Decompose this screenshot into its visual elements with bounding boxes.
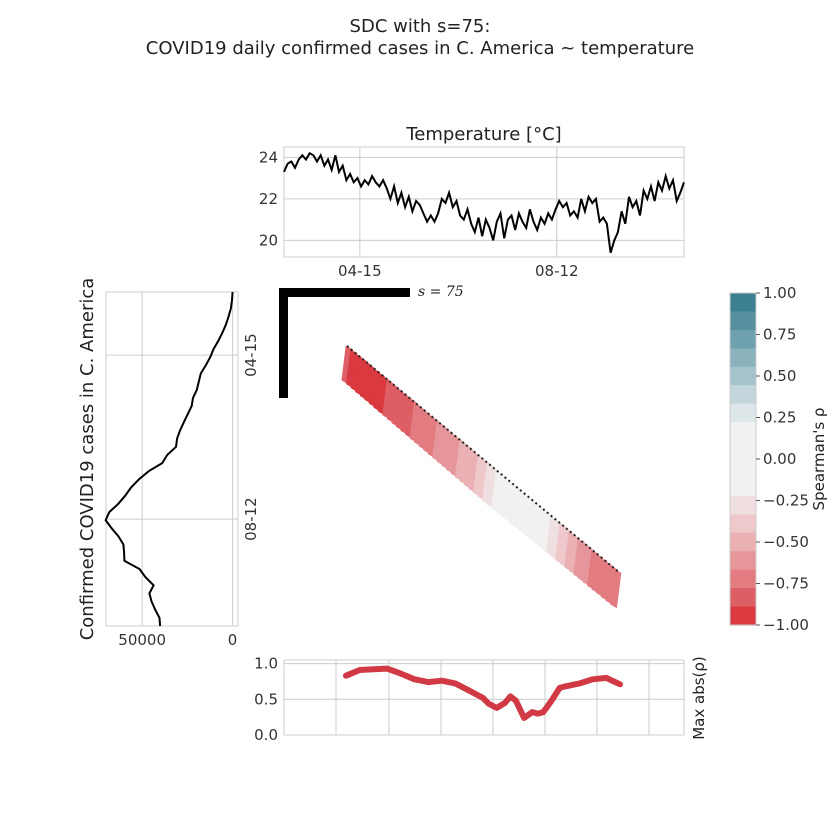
colorbar-cell (730, 311, 756, 331)
colorbar-cell (730, 477, 756, 497)
max-abs-ylabel: Max abs(ρ) (690, 656, 708, 740)
s-indicator-vertical-bar (279, 288, 288, 398)
colorbar-cell (730, 366, 756, 386)
cases-xtick-label: 0 (228, 631, 238, 649)
temperature-xtick-label: 08-12 (535, 262, 579, 280)
max-abs-chart: 0.0 0.5 1.0 Max abs(ρ) (254, 655, 708, 744)
figure-title-line1: SDC with s=75: (350, 16, 491, 37)
colorbar-tick-label: −0.50 (763, 533, 809, 551)
sdc-heatmap: s = 75 (279, 284, 622, 609)
temperature-ytick-label: 24 (259, 148, 278, 166)
colorbar-cell (730, 440, 756, 460)
cases-ylabel: Confirmed COVID19 cases in C. America (77, 278, 98, 641)
temperature-title: Temperature [°C] (405, 124, 561, 145)
s-indicator-horizontal-bar (279, 288, 410, 297)
colorbar-cell (730, 532, 756, 552)
max-abs-ytick-label: 0.5 (254, 690, 278, 708)
cases-chart: 50000 0 04-15 08-12 Confirmed COVID19 cases… (77, 278, 260, 649)
cases-ytick-label: 08-12 (242, 497, 260, 541)
colorbar-tick-label: 1.00 (763, 284, 796, 302)
temperature-axes-frame (283, 146, 685, 258)
colorbar-cell (730, 588, 756, 608)
colorbar-cell (730, 403, 756, 423)
figure-title-line2: COVID19 daily confirmed cases in C. Amer… (146, 38, 694, 59)
colorbar-tick-label: 0.00 (763, 450, 796, 468)
colorbar-label: Spearman's ρ (810, 408, 828, 511)
temperature-xtick-label: 04-15 (338, 262, 382, 280)
colorbar-cell (730, 329, 756, 349)
colorbar-cell (730, 551, 756, 571)
colorbar-cell (730, 495, 756, 515)
colorbar-cell (730, 422, 756, 442)
cases-axes-frame (105, 291, 239, 627)
diagonal-dotted-line (346, 345, 621, 574)
correlation-band (341, 345, 622, 609)
s-indicator-label: s = 75 (418, 284, 464, 300)
colorbar-cell (730, 569, 756, 589)
colorbar-tick-label: 0.75 (763, 326, 796, 344)
colorbar-tick-label: 0.50 (763, 367, 796, 385)
colorbar-tick-label: 0.25 (763, 409, 796, 427)
temperature-ytick-label: 20 (259, 231, 278, 249)
colorbar-cell (730, 459, 756, 479)
cases-ytick-label: 04-15 (242, 333, 260, 377)
colorbar-cell (730, 348, 756, 368)
colorbar-tick-label: −0.25 (763, 492, 809, 510)
cases-xtick-label: 50000 (118, 631, 166, 649)
max-abs-line (343, 665, 623, 721)
colorbar-cell (730, 293, 756, 313)
max-abs-ytick-label: 1.0 (254, 655, 278, 673)
cases-line (104, 291, 234, 627)
colorbar: 1.00 0.75 0.50 0.25 0.00 −0.25 −0.50 −0.75 −1.00… (729, 284, 828, 634)
colorbar-cell (730, 385, 756, 405)
temperature-line (283, 151, 685, 254)
colorbar-cell (730, 514, 756, 534)
band-segment (609, 568, 622, 609)
colorbar-tick-label: −0.75 (763, 575, 809, 593)
temperature-chart: Temperature [°C] 04-15 08-12 20 22 24 (259, 124, 685, 280)
colorbar-tick-label: −1.00 (763, 616, 809, 634)
colorbar-cell (730, 606, 756, 626)
temperature-ytick-label: 22 (259, 190, 278, 208)
max-abs-ytick-label: 0.0 (254, 726, 278, 744)
s-indicator: s = 75 (279, 284, 464, 398)
